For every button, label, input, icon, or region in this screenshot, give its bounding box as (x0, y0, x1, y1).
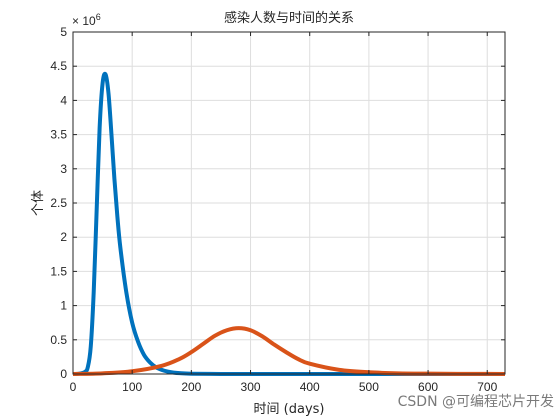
x-axis-label: 时间 (days) (254, 402, 325, 417)
y-axis-label: 个体 (31, 190, 46, 216)
x-tick-label: 100 (122, 380, 142, 394)
x-tick-label: 400 (300, 380, 320, 394)
x-tick-label: 0 (70, 380, 77, 394)
tick-marks (72, 31, 505, 375)
watermark: CSDN @可编程芯片开发 (398, 394, 554, 410)
y-tick-label: 1.5 (50, 264, 67, 278)
x-tick-label: 700 (477, 380, 497, 394)
y-exponent-power: 6 (96, 12, 101, 22)
y-tick-label: 3.5 (50, 128, 67, 142)
y-tick-label: 5 (60, 25, 67, 39)
x-tick-labels: 0 100 200 300 400 500 600 700 (70, 380, 498, 394)
y-tick-label: 4 (60, 93, 67, 107)
y-exponent-label: × 106 (72, 12, 101, 28)
y-tick-label: 0.5 (50, 333, 67, 347)
series-group (72, 71, 506, 377)
y-exponent-base: × 10 (72, 14, 96, 28)
series-line-1 (72, 71, 506, 377)
y-tick-label: 3 (60, 162, 67, 176)
y-tick-label: 1 (60, 299, 67, 313)
x-tick-label: 600 (418, 380, 438, 394)
series-line-2 (72, 326, 506, 376)
y-tick-label: 2.5 (50, 196, 67, 210)
y-tick-labels: 0 0.5 1 1.5 2 2.5 3 3.5 4 4.5 5 (50, 25, 67, 381)
y-tick-label: 2 (60, 230, 67, 244)
x-tick-label: 300 (241, 380, 261, 394)
y-tick-label: 0 (60, 367, 67, 381)
x-tick-label: 500 (359, 380, 379, 394)
chart-title: 感染人数与时间的关系 (224, 10, 354, 26)
y-tick-label: 4.5 (50, 59, 67, 73)
x-tick-label: 200 (181, 380, 201, 394)
